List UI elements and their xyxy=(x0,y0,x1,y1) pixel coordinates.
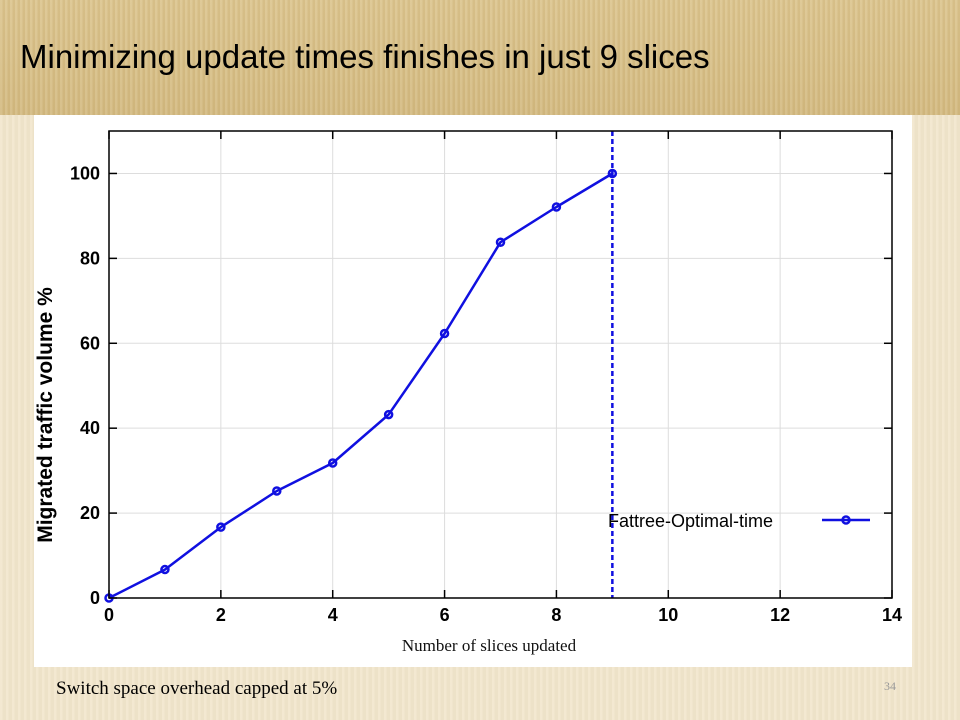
series-layer xyxy=(104,168,618,603)
x-tick-label: 0 xyxy=(104,605,114,625)
chart-panel: 0 20 40 60 80 100 0 2 4 6 8 10 12 14 Fattree-Optimal-… xyxy=(34,115,912,667)
x-tick-label: 2 xyxy=(216,605,226,625)
line-chart: 0 20 40 60 80 100 0 2 4 6 8 10 12 14 Fattree-Optimal-… xyxy=(70,130,902,625)
y-tick-label: 60 xyxy=(80,333,100,353)
label-layer: 0 20 40 60 80 100 0 2 4 6 8 10 12 14 xyxy=(70,163,902,625)
title-band xyxy=(0,0,960,115)
y-tick-label: 100 xyxy=(70,163,100,183)
y-axis-label: Migrated traffic volume % xyxy=(34,287,57,543)
data-point xyxy=(495,237,506,247)
x-tick-label: 8 xyxy=(551,605,561,625)
data-point xyxy=(607,168,618,179)
y-tick-label: 20 xyxy=(80,503,100,523)
footnote: Switch space overhead capped at 5% xyxy=(56,678,338,699)
y-tick-label: 40 xyxy=(80,418,100,438)
data-point xyxy=(272,486,282,496)
plot-frame xyxy=(108,130,893,599)
page-number: 34 xyxy=(884,679,896,693)
data-point xyxy=(327,458,338,468)
data-point xyxy=(383,409,394,420)
x-axis-label: Number of slices updated xyxy=(401,636,577,655)
slide-title: Minimizing update times finishes in just… xyxy=(20,38,710,75)
legend-marker xyxy=(841,515,851,525)
data-point xyxy=(216,522,226,532)
y-tick-label: 0 xyxy=(90,588,100,608)
grid-layer xyxy=(108,131,893,599)
y-tick-label: 80 xyxy=(80,248,100,268)
data-point xyxy=(160,564,170,575)
x-tick-label: 10 xyxy=(658,605,678,625)
legend-label: Fattree-Optimal-time xyxy=(608,511,773,531)
series-line xyxy=(108,172,614,600)
x-tick-label: 14 xyxy=(882,605,902,625)
x-tick-label: 4 xyxy=(328,605,338,625)
data-point xyxy=(439,328,450,339)
legend: Fattree-Optimal-time xyxy=(608,511,870,531)
x-tick-label: 6 xyxy=(440,605,450,625)
x-tick-label: 12 xyxy=(770,605,790,625)
tick-layer xyxy=(108,131,893,599)
data-point xyxy=(551,202,562,212)
